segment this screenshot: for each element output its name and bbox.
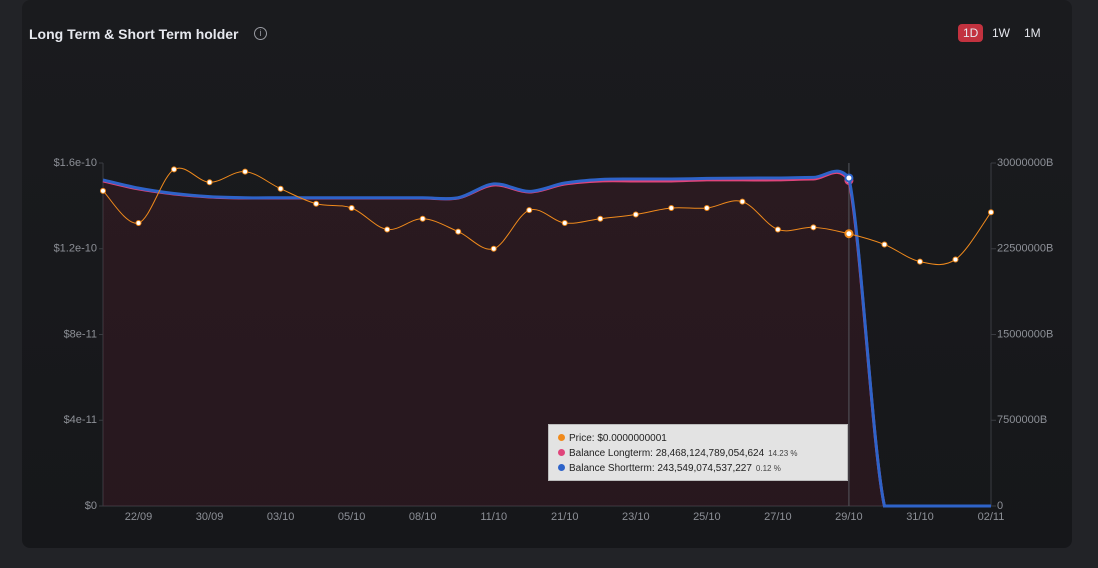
price-point bbox=[384, 226, 391, 233]
range-button[interactable]: 1W bbox=[992, 26, 1010, 40]
price-point bbox=[632, 211, 639, 218]
y-tick-label: $1.2e-10 bbox=[54, 243, 97, 255]
series-line bbox=[102, 169, 991, 508]
legend-dot bbox=[558, 434, 565, 441]
hover-point bbox=[844, 173, 854, 183]
x-tick-label: 08/10 bbox=[409, 511, 437, 523]
y2-tick-label: 15000000B bbox=[997, 328, 1053, 340]
x-tick-label: 21/10 bbox=[551, 511, 579, 523]
y2-tick-label: 7500000B bbox=[997, 414, 1047, 426]
x-tick-label: 27/10 bbox=[764, 511, 792, 523]
y2-tick-label: 22500000B bbox=[997, 243, 1053, 255]
price-point bbox=[242, 168, 249, 175]
price-point bbox=[881, 241, 888, 248]
legend-dot bbox=[558, 449, 565, 456]
tooltip-row: Balance Longterm: 28,468,124,789,054,624… bbox=[558, 446, 842, 461]
price-point bbox=[988, 209, 994, 216]
price-point bbox=[171, 166, 178, 173]
chart-title: Long Term & Short Term holder bbox=[29, 26, 239, 42]
card bbox=[22, 0, 1072, 548]
y-tick-label: $8e-11 bbox=[64, 328, 97, 340]
legend-dot bbox=[558, 464, 565, 471]
price-point bbox=[313, 200, 320, 207]
x-tick-label: 02/11 bbox=[978, 511, 1005, 523]
x-tick-label: 05/10 bbox=[338, 511, 366, 523]
x-tick-label: 11/10 bbox=[480, 511, 507, 523]
y-tick-label: $4e-11 bbox=[64, 414, 97, 426]
price-point bbox=[916, 258, 923, 265]
range-button[interactable]: 1M bbox=[1024, 26, 1041, 40]
x-tick-label: 30/09 bbox=[196, 511, 224, 523]
price-point bbox=[100, 187, 106, 194]
x-tick-label: 03/10 bbox=[267, 511, 295, 523]
price-point bbox=[844, 229, 854, 239]
tooltip-text: Balance Longterm: 28,468,124,789,054,624 bbox=[569, 448, 765, 459]
y-tick-label: $0 bbox=[85, 500, 97, 512]
price-point bbox=[810, 224, 817, 231]
tooltip-text: Price: $0.0000000001 bbox=[569, 433, 667, 444]
price-point bbox=[206, 179, 213, 186]
price-point bbox=[526, 207, 533, 214]
tooltip-percent: 14.23 % bbox=[768, 449, 798, 458]
price-point bbox=[668, 205, 675, 212]
price-point bbox=[277, 185, 284, 192]
price-point bbox=[597, 215, 604, 222]
price-point bbox=[703, 205, 710, 212]
tooltip-row: Balance Shortterm: 243,549,074,537,227 0.… bbox=[558, 461, 842, 476]
price-point bbox=[135, 220, 142, 227]
price-point bbox=[455, 228, 462, 235]
price-point bbox=[490, 245, 497, 252]
price-point bbox=[419, 215, 426, 222]
x-tick-label: 25/10 bbox=[693, 511, 721, 523]
range-button[interactable]: 1D bbox=[958, 24, 984, 42]
price-point bbox=[774, 226, 781, 233]
y2-tick-label: 0 bbox=[997, 500, 1003, 512]
area bbox=[103, 172, 991, 507]
tooltip-percent: 0.12 % bbox=[755, 464, 781, 473]
price-point bbox=[561, 220, 568, 227]
price-point bbox=[739, 198, 746, 205]
y-tick-label: $1.6e-10 bbox=[54, 157, 97, 169]
tooltip-text: Balance Shortterm: 243,549,074,537,227 bbox=[569, 463, 752, 474]
x-tick-label: 31/10 bbox=[906, 511, 934, 523]
tooltip-row: Price: $0.0000000001 bbox=[558, 431, 842, 446]
tooltip: Price: $0.0000000001 Balance Longterm: 2… bbox=[548, 424, 848, 481]
x-tick-label: 22/09 bbox=[125, 511, 153, 523]
y2-tick-label: 30000000B bbox=[997, 157, 1053, 169]
price-point bbox=[952, 256, 959, 263]
info-icon[interactable]: i bbox=[254, 27, 267, 40]
x-tick-label: 23/10 bbox=[622, 511, 650, 523]
x-tick-label: 29/10 bbox=[835, 511, 863, 523]
price-point bbox=[348, 205, 355, 212]
